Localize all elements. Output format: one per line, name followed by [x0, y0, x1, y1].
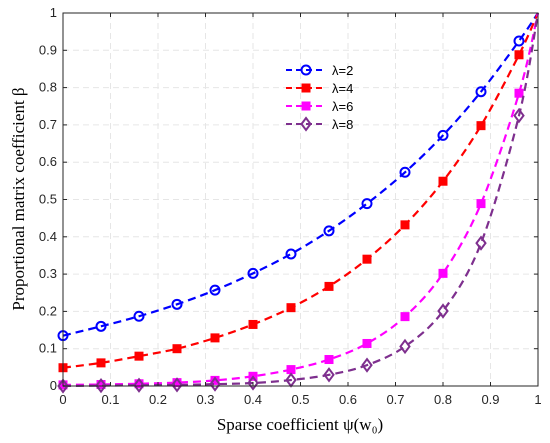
data-point	[286, 365, 296, 375]
data-point	[247, 375, 259, 391]
data-point	[95, 320, 107, 332]
legend-marker	[301, 83, 311, 93]
data-point	[438, 176, 448, 186]
legend-marker	[300, 64, 312, 76]
y-tick-label: 0.1	[39, 341, 57, 356]
data-point	[134, 351, 144, 361]
legend-marker	[300, 116, 312, 132]
data-point	[362, 338, 372, 348]
ticks	[62, 12, 539, 387]
x-tick-label: 0.7	[386, 392, 404, 407]
data-point	[513, 107, 525, 124]
legend-entry: λ=2	[286, 63, 353, 78]
series-line	[62, 12, 540, 369]
series-line	[62, 12, 540, 388]
x-tick-label: 0.4	[244, 392, 262, 407]
data-point	[133, 310, 145, 322]
y-tick-label: 0.6	[39, 154, 57, 169]
y-axis-title: Proportional matrix coefficient β	[9, 87, 28, 310]
data-point	[57, 378, 69, 394]
x-tick-label: 1	[534, 392, 541, 407]
data-point	[475, 86, 487, 98]
legend-entry: λ=6	[286, 99, 353, 114]
y-tick-label: 0.8	[39, 80, 57, 95]
legend: λ=2 λ=4 λ=6 λ=8	[286, 63, 353, 132]
data-point	[476, 121, 486, 131]
data-point	[247, 267, 259, 279]
x-tick-label: 0.5	[291, 392, 309, 407]
data-point	[399, 166, 411, 178]
data-point	[171, 298, 183, 310]
series-layer	[57, 12, 540, 394]
data-point	[361, 198, 373, 210]
data-point	[400, 312, 410, 322]
x-tick-label: 0.2	[149, 392, 167, 407]
series-line	[62, 12, 539, 337]
data-point	[96, 358, 106, 368]
legend-marker	[301, 101, 311, 111]
y-tick-label: 0.2	[39, 303, 57, 318]
legend-label: λ=4	[332, 81, 353, 96]
legend-label: λ=6	[332, 99, 353, 114]
x-tick-label: 0.1	[101, 392, 119, 407]
y-tick-label: 0.9	[39, 42, 57, 57]
y-tick-label: 1	[50, 5, 57, 20]
series-3	[58, 12, 540, 390]
x-tick-label: 0	[59, 392, 66, 407]
x-tick-label: 0.6	[339, 392, 357, 407]
data-point	[172, 344, 182, 354]
data-point	[323, 367, 335, 383]
data-point	[513, 35, 525, 47]
x-axis-title: Sparse coefficient ψ(w₀)	[217, 415, 383, 434]
series-2	[58, 12, 540, 373]
x-tick-label: 0.9	[481, 392, 499, 407]
y-tick-label: 0.7	[39, 117, 57, 132]
data-point	[171, 377, 183, 393]
legend-entry: λ=4	[286, 81, 353, 96]
data-point	[438, 268, 448, 278]
y-tick-label: 0.5	[39, 192, 57, 207]
data-point	[324, 281, 334, 291]
data-point	[399, 338, 411, 355]
data-point	[361, 357, 373, 373]
data-point	[437, 129, 449, 141]
data-point	[514, 88, 524, 98]
y-tick-label: 0	[50, 378, 57, 393]
series-1	[57, 12, 539, 342]
data-point	[362, 254, 372, 264]
legend-entry: λ=8	[286, 116, 353, 132]
x-tick-label: 0.8	[434, 392, 452, 407]
y-tick-label: 0.3	[39, 266, 57, 281]
data-point	[286, 303, 296, 313]
data-point	[400, 220, 410, 230]
data-point	[514, 50, 524, 60]
y-tick-label: 0.4	[39, 229, 57, 244]
legend-label: λ=8	[332, 117, 353, 132]
data-point	[248, 319, 258, 329]
series-line	[62, 12, 540, 386]
data-point	[95, 377, 107, 394]
data-point	[133, 377, 145, 393]
data-point	[437, 303, 449, 319]
data-point	[475, 235, 487, 251]
x-tick-label: 0.3	[196, 392, 214, 407]
data-point	[476, 199, 486, 209]
data-point	[209, 284, 221, 296]
legend-label: λ=2	[332, 63, 353, 78]
data-point	[323, 225, 335, 237]
data-point	[324, 355, 334, 365]
data-point	[285, 248, 297, 260]
data-point	[210, 333, 220, 343]
tick-labels: 0 0.1 0.2 0.3 0.4 0.5 0.6 0.7 0.8 0.9 1 0 0.1 0.2 0.3 0…	[39, 5, 542, 407]
data-point	[209, 376, 221, 392]
